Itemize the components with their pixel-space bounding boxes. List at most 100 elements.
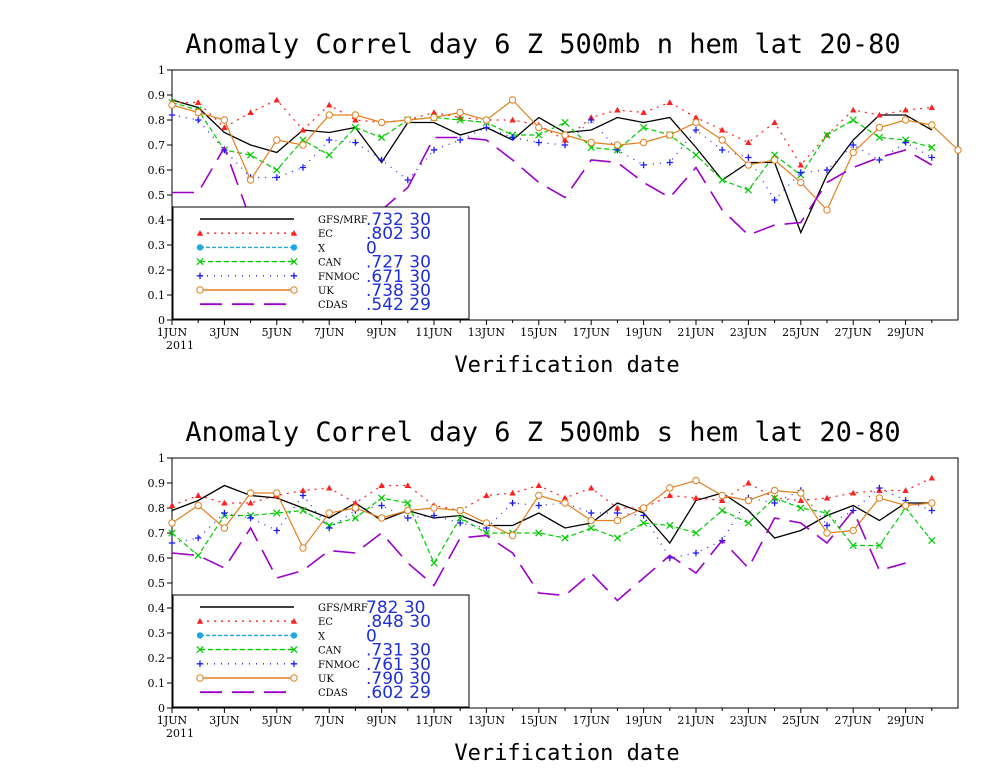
data-point bbox=[823, 522, 831, 529]
x-tick-year: 2011 bbox=[166, 727, 194, 740]
series-line bbox=[171, 477, 933, 512]
data-point bbox=[351, 504, 360, 512]
data-point bbox=[509, 134, 516, 141]
data-point bbox=[377, 133, 386, 142]
data-point bbox=[588, 484, 595, 491]
data-point bbox=[719, 126, 726, 133]
series-line bbox=[171, 508, 906, 602]
series-line bbox=[171, 114, 933, 201]
series-gfs-mrf bbox=[171, 484, 932, 545]
data-point bbox=[535, 482, 542, 489]
data-point bbox=[325, 111, 333, 119]
data-point bbox=[744, 161, 753, 169]
data-point bbox=[457, 519, 464, 527]
legend-score: .602 29 bbox=[366, 683, 431, 703]
x-tick-label: 21JUN bbox=[677, 326, 715, 339]
y-tick-label: 0.1 bbox=[148, 289, 166, 302]
x-tick-label: 13JUN bbox=[468, 714, 506, 727]
data-point bbox=[770, 486, 779, 495]
series-can bbox=[168, 98, 936, 194]
data-point bbox=[588, 509, 595, 517]
data-point bbox=[875, 123, 884, 132]
legend-marker bbox=[196, 286, 204, 294]
data-point bbox=[221, 124, 228, 131]
data-point bbox=[168, 539, 176, 547]
legend-label: CAN bbox=[318, 258, 342, 269]
data-point bbox=[299, 141, 307, 149]
data-point bbox=[273, 174, 280, 181]
series-gfs-mrf bbox=[171, 99, 933, 235]
legend-marker bbox=[196, 674, 204, 682]
data-point bbox=[876, 111, 883, 118]
data-point bbox=[561, 499, 569, 507]
chart-panel-north: Anomaly Correl day 6 Z 500mb n hem lat 2… bbox=[148, 29, 962, 378]
data-point bbox=[457, 136, 464, 144]
data-point bbox=[535, 491, 543, 500]
series-line bbox=[171, 99, 933, 235]
y-tick-label: 1 bbox=[158, 64, 165, 77]
data-point bbox=[613, 141, 622, 149]
data-point bbox=[902, 487, 909, 494]
data-point bbox=[928, 474, 935, 481]
data-point bbox=[614, 106, 621, 113]
data-point bbox=[247, 499, 254, 506]
x-tick-label: 23JUN bbox=[730, 326, 768, 339]
data-point bbox=[850, 507, 857, 514]
chart-panel-south: Anomaly Correl day 6 Z 500mb s hem lat 2… bbox=[148, 417, 959, 766]
legend-marker bbox=[196, 645, 204, 654]
data-point bbox=[430, 559, 438, 567]
x-tick-label: 17JUN bbox=[573, 326, 611, 339]
data-point bbox=[561, 131, 569, 139]
data-point bbox=[823, 529, 831, 537]
legend-marker bbox=[290, 660, 298, 667]
data-point bbox=[352, 116, 359, 123]
x-tick-label: 15JUN bbox=[520, 714, 558, 727]
data-point bbox=[797, 178, 805, 187]
data-point bbox=[220, 524, 229, 532]
data-point bbox=[797, 497, 804, 504]
data-point bbox=[692, 494, 700, 501]
legend-score: .671 30 bbox=[366, 267, 431, 287]
data-point bbox=[351, 111, 360, 119]
series-fnmoc bbox=[168, 111, 935, 204]
data-point bbox=[430, 109, 438, 116]
data-point bbox=[535, 502, 542, 509]
data-point bbox=[508, 531, 517, 540]
data-point bbox=[876, 484, 883, 492]
data-point bbox=[220, 116, 229, 124]
data-point bbox=[797, 169, 804, 176]
x-tick-label: 1JUN bbox=[157, 326, 188, 339]
legend-marker bbox=[290, 632, 298, 639]
legend-label: CDAS bbox=[318, 688, 348, 699]
x-tick-label: 19JUN bbox=[625, 326, 663, 339]
x-tick-label: 9JUN bbox=[366, 714, 397, 727]
data-point bbox=[273, 489, 281, 497]
x-tick-label: 5JUN bbox=[262, 714, 293, 727]
legend-marker bbox=[196, 660, 204, 667]
data-point bbox=[639, 519, 648, 527]
data-point bbox=[299, 126, 307, 133]
data-point bbox=[719, 497, 726, 504]
data-point bbox=[273, 527, 280, 534]
legend-score: .848 30 bbox=[366, 612, 431, 632]
legend-score: .802 30 bbox=[366, 224, 431, 244]
x-tick-label: 11JUN bbox=[415, 714, 453, 727]
data-point bbox=[456, 514, 464, 522]
data-point bbox=[745, 154, 752, 161]
data-point bbox=[771, 499, 778, 507]
data-point bbox=[561, 141, 569, 149]
series-line bbox=[172, 99, 932, 167]
data-point bbox=[692, 529, 700, 537]
legend-marker bbox=[196, 632, 204, 639]
y-tick-label: 0.5 bbox=[148, 577, 166, 590]
data-point bbox=[718, 176, 726, 184]
data-point bbox=[378, 156, 385, 164]
data-point bbox=[745, 479, 752, 486]
data-point bbox=[666, 492, 673, 499]
y-tick-label: 0.1 bbox=[148, 677, 166, 690]
data-point bbox=[639, 123, 648, 132]
data-point bbox=[404, 499, 412, 507]
y-tick-label: 0 bbox=[158, 702, 165, 715]
data-point bbox=[928, 499, 936, 507]
